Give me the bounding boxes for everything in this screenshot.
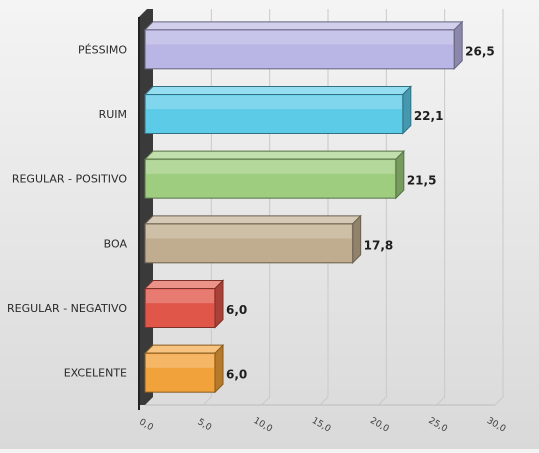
- bar-end-face: [453, 20, 463, 71]
- bar-highlight: [146, 354, 214, 368]
- data-label: 26,5: [465, 44, 495, 58]
- category-label: RUIM: [99, 108, 127, 121]
- x-tick-label: 30,0: [485, 416, 508, 435]
- gridline-floor: [494, 396, 504, 406]
- x-tick-label: 15,0: [310, 416, 333, 435]
- bar-highlight: [146, 289, 214, 304]
- gridline-floor: [436, 396, 446, 406]
- data-label: 6,0: [226, 368, 247, 382]
- gridline-floor: [319, 396, 329, 406]
- bar: [144, 288, 216, 328]
- data-label: 17,8: [364, 238, 394, 252]
- bar-end-face: [352, 214, 362, 265]
- bar-top-face: [143, 215, 362, 225]
- bar-end-face: [214, 343, 224, 394]
- x-tick-label: 5,0: [196, 417, 214, 433]
- bar-highlight: [146, 95, 402, 110]
- bar-end-face: [214, 279, 224, 329]
- data-label: 21,5: [407, 174, 437, 188]
- data-label: 6,0: [226, 303, 247, 317]
- bar-end-face: [402, 85, 412, 135]
- category-labels: PÉSSIMO RUIM REGULAR - POSITIVO BOA REGULAR …: [7, 43, 127, 379]
- category-label: REGULAR - NEGATIVO: [7, 302, 127, 315]
- data-labels: 26,5 22,1 21,5 17,8 6,0 6,0: [226, 44, 495, 381]
- x-tick-labels: 0,0 5,0 10,0 15,0 20,0 25,0 30,0: [137, 416, 507, 435]
- x-tick-label: 0,0: [137, 417, 155, 433]
- gridline-floor: [261, 396, 271, 406]
- bar: [144, 94, 404, 134]
- bar-top-face: [143, 280, 225, 289]
- bar-highlight: [146, 224, 352, 239]
- bar: [144, 223, 354, 264]
- gridline-floor: [377, 396, 387, 406]
- x-tick-label: 20,0: [368, 416, 391, 435]
- category-label: REGULAR - POSITIVO: [12, 173, 127, 186]
- bar: [144, 352, 216, 393]
- gridline-floor: [202, 396, 212, 406]
- category-label: PÉSSIMO: [78, 43, 127, 56]
- bar-top-face: [143, 344, 225, 354]
- bar-top-face: [143, 150, 406, 160]
- x-tick-label: 25,0: [426, 416, 449, 435]
- data-label: 22,1: [414, 109, 444, 123]
- bar-top-face: [143, 86, 413, 95]
- bar: [144, 29, 455, 70]
- bars: [143, 20, 464, 394]
- bar: [144, 158, 397, 199]
- bar-end-face: [395, 149, 405, 200]
- gridlines: [145, 9, 504, 406]
- x-tick-label: 10,0: [251, 416, 274, 435]
- category-label: EXCELENTE: [64, 367, 127, 380]
- bar-highlight: [146, 160, 395, 174]
- bar-highlight: [146, 30, 454, 45]
- bar-top-face: [143, 21, 464, 31]
- category-label: BOA: [104, 237, 128, 250]
